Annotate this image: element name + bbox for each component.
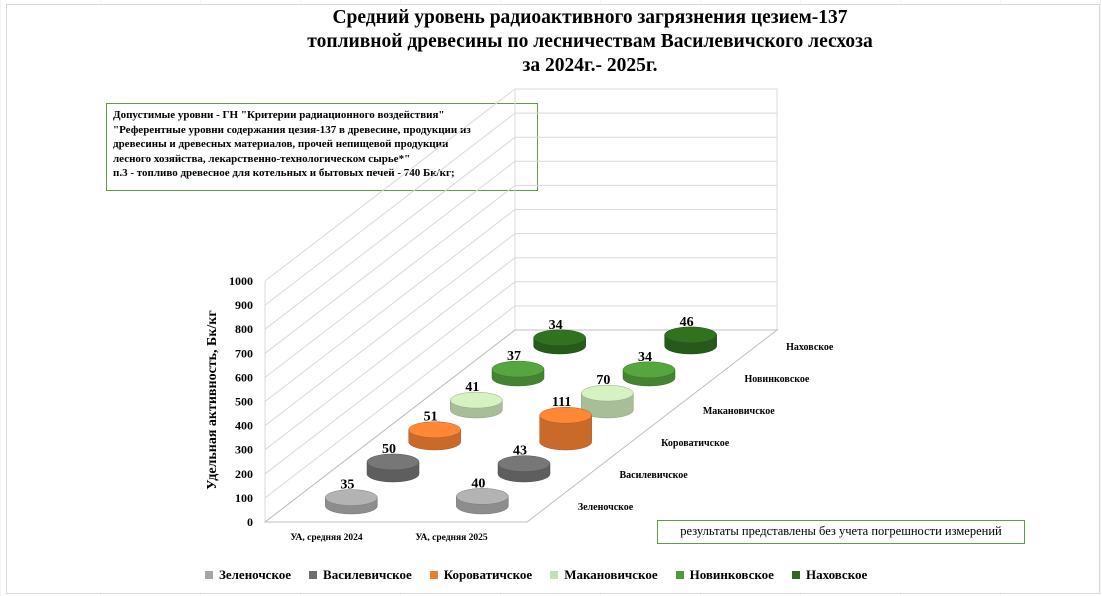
legend-swatch — [309, 571, 318, 579]
y-tick-label: 700 — [235, 346, 253, 360]
legend-label: Наховское — [805, 567, 868, 582]
note-line-4: лесного хозяйства, лекарственно-технолог… — [113, 152, 411, 165]
bar-top — [325, 489, 378, 506]
y-tick-label: 900 — [235, 298, 253, 312]
series-axis-label: Новинковское — [745, 374, 810, 385]
bar-top — [497, 455, 551, 472]
y-tick-label: 600 — [235, 370, 253, 384]
legend-label: Василевичское — [323, 567, 412, 582]
chart-area — [6, 4, 1100, 594]
legend-label: Новинковское — [689, 567, 774, 582]
series-axis-label: Короватичское — [661, 438, 730, 449]
x-category-label: УА, средняя 2024 — [290, 533, 363, 543]
note-line-3: древесины и древесных материалов, прочей… — [113, 138, 449, 150]
legend-item: Зеленочское — [205, 567, 291, 583]
legend-item: Василевичское — [309, 567, 412, 583]
legend-swatch — [429, 571, 438, 579]
bar-top — [456, 488, 509, 505]
bar-top — [408, 421, 461, 438]
bar-top — [366, 453, 420, 471]
legend-label: Короватичское — [443, 567, 533, 582]
bar-top — [622, 361, 676, 379]
data-label: 34 — [638, 350, 652, 365]
series-axis-label: Василевичское — [620, 470, 689, 481]
legend-item: Короватичское — [429, 567, 533, 583]
bar-top — [533, 329, 586, 347]
bar-top — [491, 360, 545, 378]
results-note: результаты представлены без учета погреш… — [657, 520, 1025, 544]
data-label: 40 — [471, 476, 485, 491]
bar-top — [539, 406, 592, 424]
y-tick-label: 1000 — [229, 274, 253, 288]
chart-floor — [263, 329, 779, 523]
data-label: 37 — [507, 349, 521, 364]
y-tick-label: 300 — [235, 443, 253, 457]
y-tick-label: 200 — [235, 467, 253, 481]
note-line-2: "Референтные уровни содержания цезия-137… — [113, 123, 471, 136]
data-label: 51 — [424, 410, 438, 425]
y-tick-label: 100 — [235, 491, 253, 505]
data-label: 41 — [465, 380, 479, 395]
legend-item: Новинковское — [675, 567, 774, 583]
title-line-1: Средний уровень радиоактивного загрязнен… — [332, 7, 848, 28]
data-label: 34 — [549, 318, 563, 333]
title-line-3: за 2024г.- 2025г. — [522, 55, 658, 76]
legend-swatch — [675, 571, 684, 579]
bar-top — [581, 384, 634, 402]
chart-title: Средний уровень радиоактивного загрязнен… — [0, 6, 1102, 78]
bar-top — [664, 326, 717, 344]
data-label: 70 — [596, 373, 610, 388]
legend-label: Зеленочское — [219, 567, 292, 582]
title-line-2: топливной древесины по лесничествам Васи… — [307, 31, 873, 52]
legend-item: Макановичское — [550, 567, 658, 583]
series-axis-label: Зеленочское — [578, 502, 634, 513]
bar-top — [450, 391, 503, 409]
note-line-1: Допустимые уровни - ГН "Критерии радиаци… — [113, 109, 445, 121]
legend-swatch — [550, 571, 559, 579]
series-axis-label: Макановичское — [703, 406, 775, 417]
y-tick-label: 500 — [235, 395, 253, 409]
data-label: 35 — [340, 478, 354, 493]
x-category-label: УА, средняя 2025 — [415, 533, 488, 543]
data-label: 111 — [552, 395, 571, 410]
series-axis-label: Наховское — [786, 342, 834, 353]
data-label: 50 — [382, 442, 396, 457]
note-line-5: п.3 - топливо древесное для котельных и … — [113, 167, 455, 179]
legend: Зеленочское Василевичское Короватичское Мак… — [205, 566, 867, 584]
y-tick-label: 400 — [235, 419, 253, 433]
legend-swatch — [791, 571, 800, 579]
y-tick-label: 0 — [247, 515, 253, 529]
y-tick-label: 800 — [235, 322, 253, 336]
data-label: 43 — [513, 444, 527, 459]
legend-item: Наховское — [791, 567, 868, 583]
data-label: 46 — [680, 315, 694, 330]
legend-swatch — [205, 571, 213, 579]
legend-label: Макановичское — [564, 567, 658, 582]
regulation-note: Допустимые уровни - ГН "Критерии радиаци… — [106, 103, 538, 191]
bar-cylinder — [539, 414, 592, 451]
